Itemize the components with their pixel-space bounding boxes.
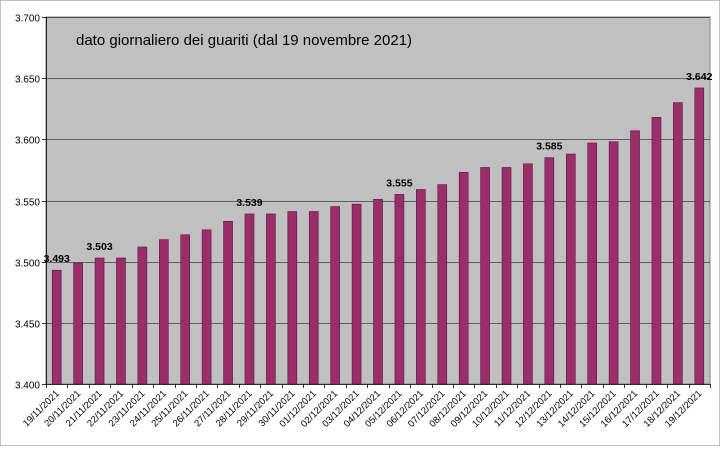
bar xyxy=(373,198,383,385)
y-tick-label: 3.700 xyxy=(15,14,40,25)
bar xyxy=(137,246,148,385)
bar xyxy=(201,229,212,385)
bar xyxy=(544,157,555,385)
bar xyxy=(308,211,319,385)
bar xyxy=(180,234,191,385)
y-tick-label: 3.500 xyxy=(15,259,40,270)
data-label: 3.539 xyxy=(236,197,262,209)
bar xyxy=(608,141,619,385)
y-tick-label: 3.400 xyxy=(15,381,40,392)
bar xyxy=(565,153,576,385)
bar xyxy=(651,117,662,385)
y-tick-label: 3.550 xyxy=(15,198,40,209)
bar xyxy=(694,87,705,385)
data-label: 3.555 xyxy=(386,177,412,189)
bar xyxy=(501,167,512,385)
y-tick-label: 3.650 xyxy=(15,75,40,86)
bar xyxy=(587,142,597,385)
bar xyxy=(630,130,640,385)
bars xyxy=(51,87,705,385)
bar xyxy=(330,206,340,385)
bar xyxy=(480,167,490,385)
bar xyxy=(116,257,126,385)
bar xyxy=(159,239,169,385)
bar xyxy=(287,211,298,385)
bar xyxy=(244,213,255,385)
data-label: 3.585 xyxy=(536,141,562,153)
data-label: 3.493 xyxy=(44,253,70,265)
y-tick-label: 3.450 xyxy=(15,320,40,331)
bar xyxy=(523,163,533,385)
data-label: 3.642 xyxy=(686,71,712,83)
bar xyxy=(94,257,105,385)
bar xyxy=(437,184,448,385)
data-labels: 3.493 3.503 3.539 3.555 3.585 3.642 xyxy=(44,71,713,265)
chart-title: dato giornaliero dei guariti (dal 19 nov… xyxy=(76,32,412,49)
bar xyxy=(458,172,469,385)
y-axis: 3.400 3.450 3.500 3.550 3.600 3.650 3.700 xyxy=(15,14,47,392)
bar xyxy=(351,203,362,385)
bar xyxy=(673,102,683,385)
bar xyxy=(416,189,426,385)
bar xyxy=(394,194,405,385)
bar xyxy=(73,262,83,385)
bar xyxy=(51,269,62,385)
data-label: 3.503 xyxy=(86,241,112,253)
bar xyxy=(266,213,276,385)
bar xyxy=(223,220,233,385)
y-tick-label: 3.600 xyxy=(15,136,40,147)
